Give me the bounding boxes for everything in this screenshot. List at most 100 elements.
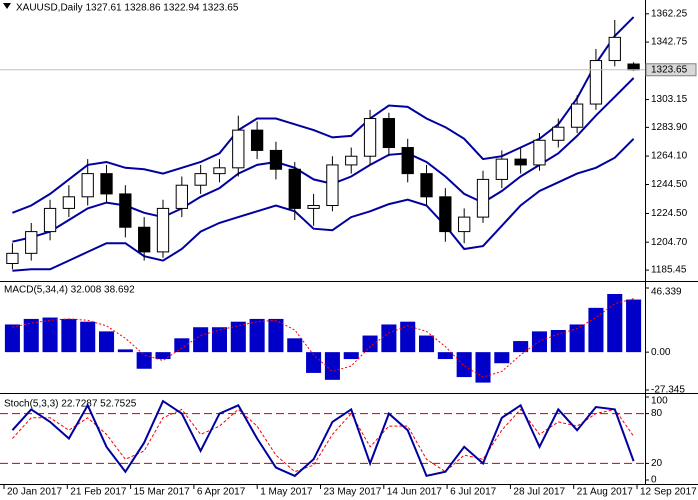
x-tick-label: 21 Feb 2017 <box>70 487 127 498</box>
macd-bar <box>230 321 246 353</box>
candle-body <box>194 173 207 186</box>
macd-bar <box>117 349 133 353</box>
y-tick-label: 1283.90 <box>651 122 688 133</box>
y-tick-label: -27.345 <box>651 385 685 396</box>
bollinger-upper <box>12 16 635 214</box>
macd-bar <box>569 324 585 353</box>
candle-body <box>401 147 414 175</box>
y-tick-label: 0.00 <box>651 347 671 358</box>
candle-body <box>326 164 339 207</box>
stoch-title: Stoch(5,3,3) 22.7287 52.7525 <box>4 399 137 410</box>
macd-bar <box>174 338 190 353</box>
x-tick-label: 23 May 2017 <box>324 487 382 498</box>
x-tick-label: 12 Sep 2017 <box>640 487 697 498</box>
macd-bar <box>550 329 566 353</box>
candle-body <box>420 173 433 198</box>
candle-body <box>175 184 188 209</box>
candle-body <box>62 196 76 209</box>
macd-bar <box>513 341 529 353</box>
candle-body <box>476 178 490 218</box>
y-tick-label: 46.339 <box>651 287 682 298</box>
symbol-icon <box>3 3 11 9</box>
macd-bar <box>343 352 359 360</box>
candle-body <box>533 139 546 166</box>
candle-body <box>81 173 94 198</box>
y-tick-label: 20 <box>651 458 663 469</box>
macd-bar <box>607 294 623 353</box>
x-tick-label: 20 Jan 2017 <box>7 487 62 498</box>
candle-body <box>570 103 584 128</box>
candle-body <box>100 173 113 195</box>
y-tick-label: 80 <box>651 408 663 419</box>
y-tick-label: 1204.70 <box>651 237 688 248</box>
x-tick-label: 1 May 2017 <box>260 487 313 498</box>
candle-body <box>382 118 396 149</box>
macd-bar <box>61 318 77 353</box>
macd-bar <box>287 338 303 353</box>
macd-bar <box>437 352 453 360</box>
candle-body <box>232 129 245 169</box>
y-tick-label: 1244.50 <box>651 179 688 190</box>
stoch-signal <box>12 408 635 473</box>
x-tick-label: 6 Jul 2017 <box>450 487 497 498</box>
macd-bar <box>324 352 340 380</box>
candle-body <box>589 60 603 105</box>
x-tick-label: 28 Jul 2017 <box>513 487 565 498</box>
macd-bar <box>626 299 642 353</box>
macd-bar <box>362 335 378 353</box>
macd-bar <box>531 331 547 353</box>
macd-bar <box>80 321 96 353</box>
x-tick-label: 15 Mar 2017 <box>134 487 191 498</box>
macd-bar <box>136 352 152 369</box>
candle-body <box>6 252 19 264</box>
y-tick-label: 1303.15 <box>651 94 688 105</box>
candle-body <box>43 207 57 233</box>
x-tick-label: 6 Apr 2017 <box>197 487 246 498</box>
macd-bar <box>381 324 397 353</box>
x-tick-label: 21 Aug 2017 <box>577 487 634 498</box>
macd-title: MACD(5,34,4) 32.008 38.692 <box>4 285 135 296</box>
candle-body <box>119 193 132 228</box>
y-tick-label: 1264.10 <box>651 151 688 162</box>
macd-bar <box>268 318 284 353</box>
candle-body <box>345 155 358 166</box>
candle-body <box>250 129 264 151</box>
candle-body <box>288 168 301 209</box>
macd-bar <box>99 331 115 353</box>
macd-bar <box>419 335 435 353</box>
macd-bar <box>456 352 472 378</box>
candle-body <box>627 63 640 71</box>
y-tick-label: 100 <box>651 396 668 407</box>
macd-bar <box>494 352 510 364</box>
bollinger-middle <box>12 77 635 243</box>
macd-bar <box>400 321 416 353</box>
macd-bar <box>211 327 227 353</box>
candle-body <box>269 149 283 170</box>
macd-bar <box>42 317 58 353</box>
candle-body <box>552 126 565 141</box>
y-tick-label: 1185.45 <box>651 265 687 276</box>
macd-bar <box>588 307 604 353</box>
current-price-label: 1323.65 <box>651 64 688 75</box>
y-tick-label: 0 <box>651 475 657 486</box>
candle-body <box>608 36 621 62</box>
candle-body <box>156 207 170 253</box>
current-price-box <box>645 63 697 77</box>
stoch-main <box>11 399 635 478</box>
candle-body <box>439 196 452 233</box>
y-tick-label: 1224.50 <box>651 208 688 219</box>
price-title: XAUUSD,Daily 1327.61 1328.86 1322.94 132… <box>16 3 239 14</box>
macd-bar <box>249 318 265 353</box>
candle-body <box>458 216 471 233</box>
macd-bar <box>475 352 491 383</box>
macd-bar <box>23 318 39 353</box>
candle-body <box>307 205 320 209</box>
macd-bar <box>306 352 322 373</box>
macd-bar <box>155 352 171 360</box>
macd-bar <box>193 327 209 353</box>
y-tick-label: 1362.25 <box>651 8 688 19</box>
candle-body <box>138 226 151 253</box>
candle-body <box>514 158 527 166</box>
